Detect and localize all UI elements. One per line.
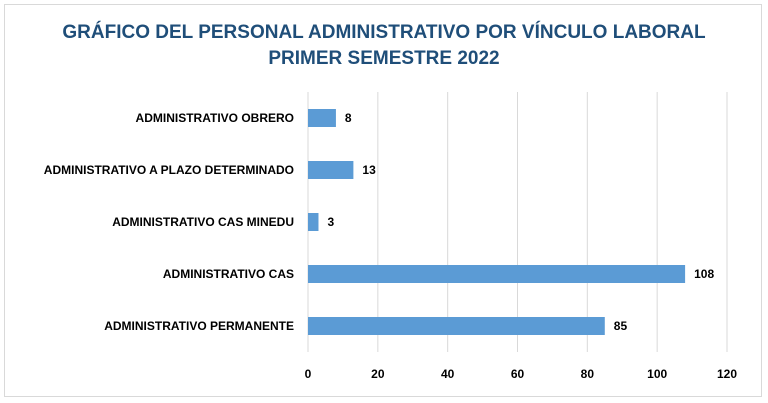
bar [308,109,336,127]
data-label: 108 [694,267,714,281]
x-tick-label: 0 [305,367,312,381]
bar [308,161,354,179]
category-label: ADMINISTRATIVO CAS [163,267,294,281]
data-labels: 8 13 3 108 85 [327,111,714,333]
x-tick-label: 60 [511,367,525,381]
chart-subtitle: PRIMER SEMESTRE 2022 [268,48,500,69]
gridlines [307,92,728,352]
category-label: ADMINISTRATIVO PERMANENTE [104,319,294,333]
chart-title-block: GRÁFICO DEL PERSONAL ADMINISTRATIVO POR … [0,20,768,72]
x-tick-label: 120 [717,367,737,381]
bars [308,109,686,335]
bar [308,317,605,335]
x-tick-label: 80 [581,367,595,381]
data-label: 8 [345,111,352,125]
category-label: ADMINISTRATIVO CAS MINEDU [112,215,294,229]
category-label: ADMINISTRATIVO OBRERO [136,111,294,125]
bar [308,213,319,231]
x-tick-label: 40 [441,367,455,381]
data-label: 3 [327,215,334,229]
bar [308,265,686,283]
category-label: ADMINISTRATIVO A PLAZO DETERMINADO [44,163,294,177]
x-tick-label: 100 [647,367,667,381]
category-labels: ADMINISTRATIVO OBRERO ADMINISTRATIVO A PL… [44,111,294,333]
data-label: 13 [362,163,376,177]
data-label: 85 [614,319,628,333]
x-axis-ticks: 0 20 40 60 80 100 120 [305,367,738,381]
chart-title: GRÁFICO DEL PERSONAL ADMINISTRATIVO POR … [62,22,706,43]
x-tick-label: 20 [371,367,385,381]
